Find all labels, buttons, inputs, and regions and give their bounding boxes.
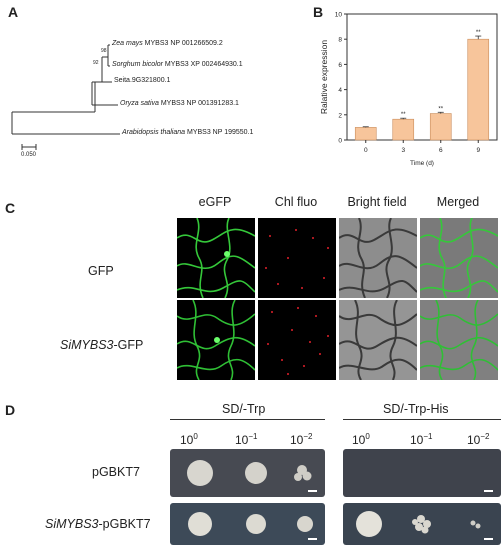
y-tick-label: 6 <box>338 62 342 69</box>
medium-underline-2 <box>343 419 501 420</box>
dilution-label-6: 10−2 <box>467 432 490 447</box>
row-label-gfp: GFP <box>88 264 114 278</box>
image-simybs3-merged <box>420 300 498 380</box>
row-label-pgbkt7: pGBKT7 <box>92 465 140 479</box>
column-header-merged: Merged <box>436 195 480 209</box>
y-tick-label: 2 <box>338 112 342 119</box>
plate-pgbkt7-sd-trp-his <box>343 449 501 497</box>
column-header-egfp: eGFP <box>198 195 232 209</box>
tree-taxon-5: Arabidopsis thaliana MYBS3 NP 199550.1 <box>122 129 254 136</box>
bootstrap-value-2: 92 <box>93 60 99 66</box>
y-tick-label: 10 <box>335 12 343 19</box>
x-tick-label: 9 <box>476 147 480 154</box>
plate-simybs3-sd-trp-his <box>343 503 501 545</box>
bootstrap-value-1: 98 <box>101 48 107 54</box>
dilution-label-1: 100 <box>180 432 198 447</box>
dilution-label-5: 10−1 <box>410 432 433 447</box>
bar <box>354 127 377 141</box>
bar <box>467 38 490 141</box>
image-gfp-egfp <box>177 218 255 298</box>
tree-taxon-3: Seita.9G321800.1 <box>114 77 171 84</box>
panel-label-d: D <box>5 402 16 418</box>
y-tick-label: 4 <box>338 87 342 94</box>
plate-pgbkt7-sd-trp <box>170 449 325 497</box>
bar <box>429 113 452 141</box>
image-gfp-chl-fluo <box>258 218 336 298</box>
y-tick-label: 0 <box>338 138 342 145</box>
y-axis-label: Ralative expression <box>319 40 329 114</box>
phylogenetic-tree <box>11 44 120 150</box>
y-tick-label: 8 <box>338 37 342 44</box>
medium-label-sd-trp-his: SD/-Trp-His <box>383 402 449 416</box>
image-simybs3-chl-fluo <box>258 300 336 380</box>
column-header-bright-field: Bright field <box>347 195 407 209</box>
dilution-label-2: 10−1 <box>235 432 258 447</box>
image-gfp-bright-field <box>339 218 417 298</box>
plate-simybs3-sd-trp <box>170 503 325 545</box>
panel-label-b: B <box>313 4 324 20</box>
x-tick-label: 3 <box>401 147 405 154</box>
row-label-simybs3-gfp: SiMYBS3-GFP <box>60 338 144 352</box>
medium-label-sd-trp: SD/-Trp <box>222 402 266 416</box>
scale-bar-label: 0.050 <box>21 152 37 158</box>
tree-taxon-1: Zea mays MYBS3 NP 001266509.2 <box>112 40 223 47</box>
column-header-chl-fluo: Chl fluo <box>274 195 318 209</box>
x-tick-label: 0 <box>364 147 368 154</box>
significance-label: ** <box>476 30 481 36</box>
image-simybs3-egfp <box>177 300 255 380</box>
tree-taxon-4: Oryza sativa MYBS3 NP 001391283.1 <box>120 100 239 107</box>
bar <box>392 118 415 141</box>
panel-label-a: A <box>8 4 19 20</box>
x-tick-label: 6 <box>439 147 443 154</box>
expression-bar-chart: 0 2 4 6 8 10 0 ** 3 ** 6 ** 9 Time (d) Ralative expres… <box>319 12 498 167</box>
medium-underline-1 <box>170 419 325 420</box>
plot-frame <box>346 13 498 141</box>
scale-bar <box>21 144 37 150</box>
dilution-label-4: 100 <box>352 432 370 447</box>
significance-label: ** <box>401 112 406 118</box>
panel-label-c: C <box>5 200 16 216</box>
dilution-label-3: 10−2 <box>290 432 313 447</box>
x-axis-label: Time (d) <box>410 160 434 167</box>
tree-taxon-2: Sorghum bicolor MYBS3 XP 002464930.1 <box>112 61 243 68</box>
significance-label: ** <box>438 106 443 112</box>
image-simybs3-bright-field <box>339 300 417 380</box>
row-label-simybs3-pgbkt7: SiMYBS3-pGBKT7 <box>45 517 151 531</box>
image-gfp-merged <box>420 218 498 298</box>
